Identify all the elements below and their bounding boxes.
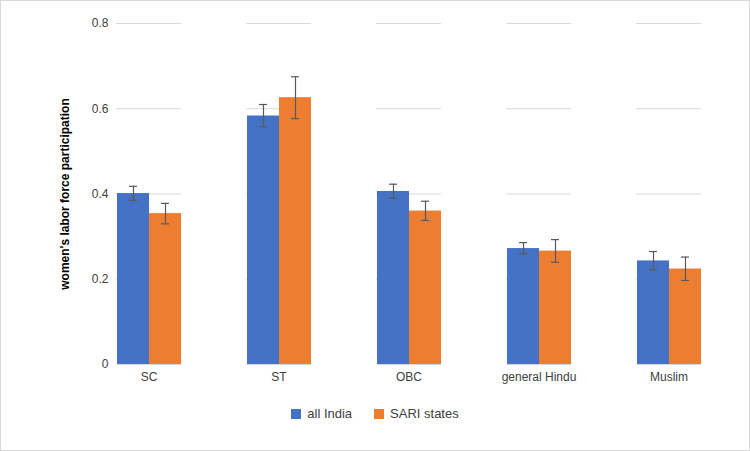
svg-text:OBC: OBC xyxy=(396,370,422,384)
html-text:all India: all India xyxy=(307,406,353,421)
svg-text:Muslim: Muslim xyxy=(650,370,688,384)
svg-text:0.8: 0.8 xyxy=(92,16,109,30)
svg-text:women's labor force participat: women's labor force participation xyxy=(58,98,72,291)
html-text:SARI states: SARI states xyxy=(390,406,459,421)
svg-text:ST: ST xyxy=(271,370,287,384)
svg-text:0.2: 0.2 xyxy=(92,272,109,286)
svg-text:0.6: 0.6 xyxy=(92,102,109,116)
svg-text:0: 0 xyxy=(102,357,109,371)
svg-text:0.4: 0.4 xyxy=(92,187,109,201)
svg-text:general Hindu: general Hindu xyxy=(502,370,577,384)
svg-text:SC: SC xyxy=(141,370,158,384)
